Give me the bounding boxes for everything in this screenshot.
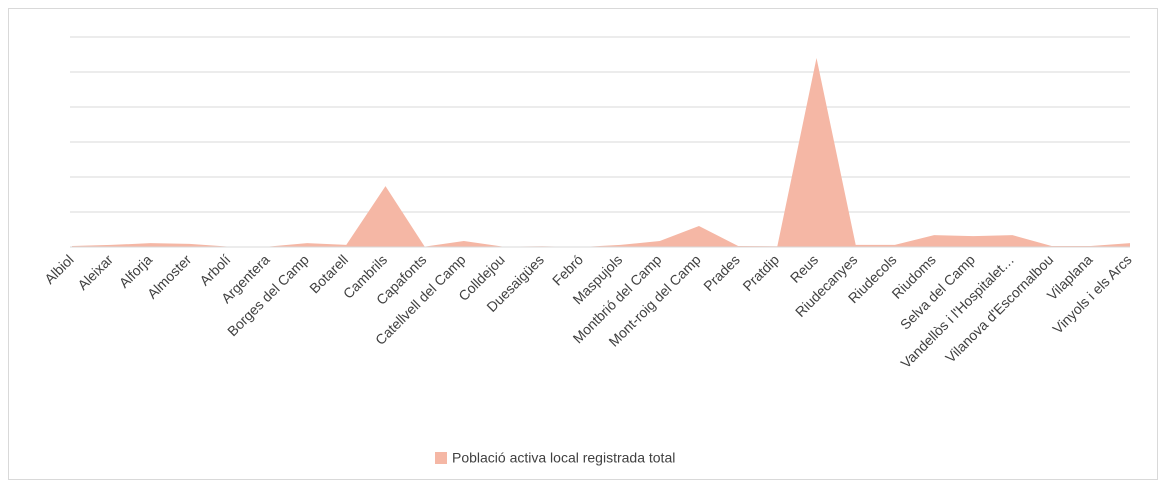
legend-label: Població activa local registrada total [452, 450, 675, 466]
legend-swatch [435, 452, 447, 464]
